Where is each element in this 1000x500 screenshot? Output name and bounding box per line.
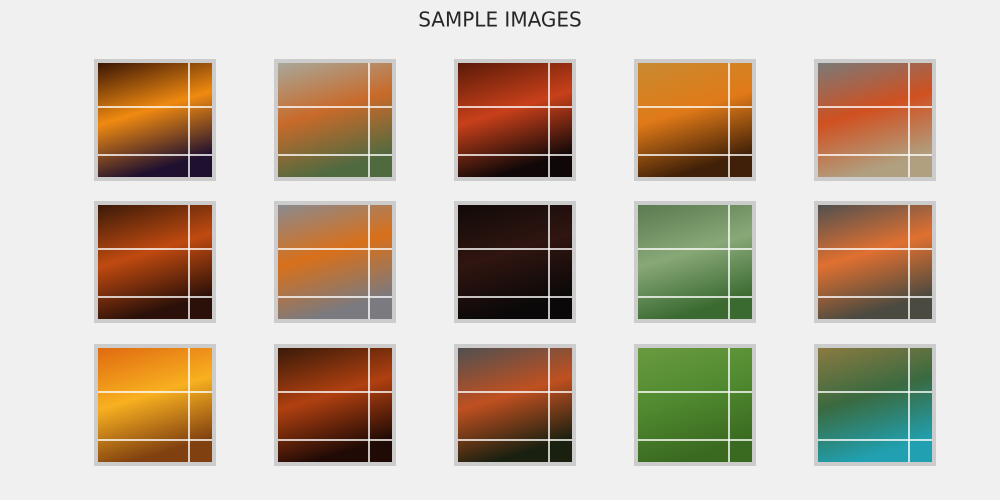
sample-image <box>98 63 212 177</box>
sample-image-panel <box>634 59 756 181</box>
sample-image-panel <box>94 201 216 323</box>
sample-image-panel <box>274 201 396 323</box>
sample-image <box>98 205 212 319</box>
sample-image-panel <box>274 344 396 466</box>
sample-image-panel <box>94 344 216 466</box>
sample-image <box>818 348 932 462</box>
sample-image-panel <box>454 201 576 323</box>
figure-title: SAMPLE IMAGES <box>418 8 582 32</box>
sample-image <box>638 205 752 319</box>
sample-image <box>638 348 752 462</box>
sample-image-panel <box>634 344 756 466</box>
sample-image <box>278 63 392 177</box>
sample-image-panel <box>814 59 936 181</box>
sample-image <box>458 63 572 177</box>
sample-image <box>638 63 752 177</box>
sample-image <box>278 348 392 462</box>
sample-image-panel <box>814 201 936 323</box>
sample-image-panel <box>94 59 216 181</box>
sample-image-panel <box>634 201 756 323</box>
sample-image-panel <box>454 344 576 466</box>
sample-image <box>278 205 392 319</box>
sample-image-panel <box>454 59 576 181</box>
sample-image-panel <box>274 59 396 181</box>
sample-image-panel <box>814 344 936 466</box>
sample-image <box>818 205 932 319</box>
sample-image <box>98 348 212 462</box>
sample-image <box>818 63 932 177</box>
sample-image <box>458 205 572 319</box>
sample-image <box>458 348 572 462</box>
